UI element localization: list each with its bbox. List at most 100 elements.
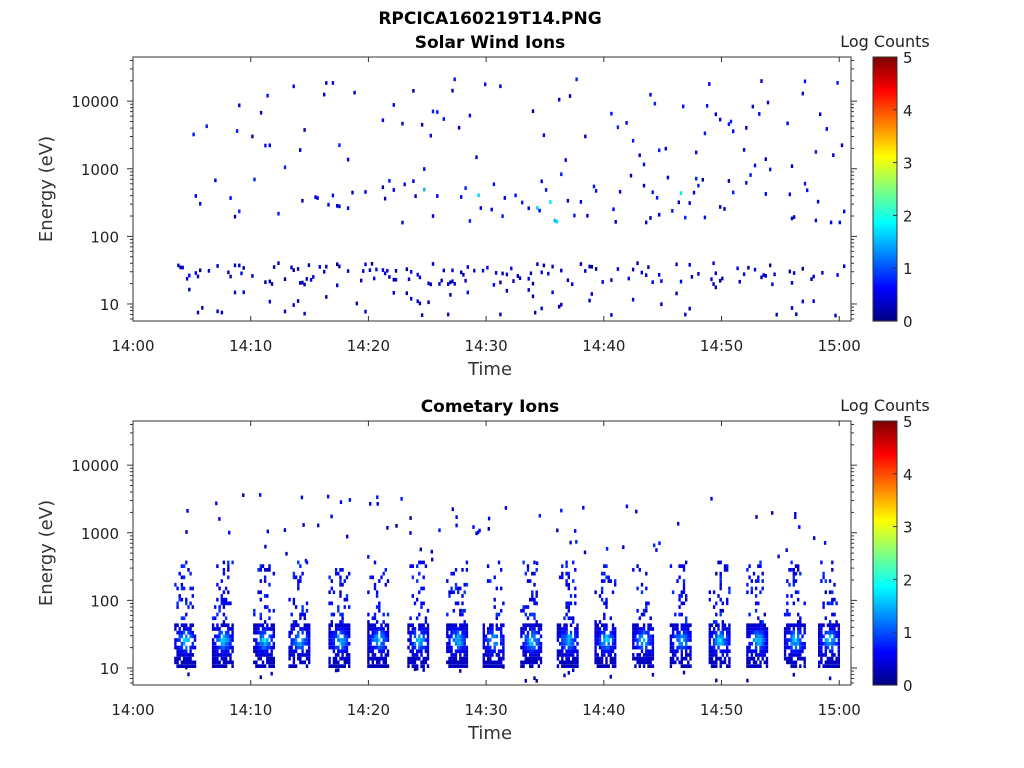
spectrogram-cell (292, 660, 296, 665)
spectrogram-cell (382, 630, 385, 635)
spectrogram-cell (272, 656, 275, 661)
spectrogram-cell (625, 121, 628, 125)
spectrogram-cell (526, 605, 530, 609)
spectrogram-cell (614, 664, 617, 668)
spectrogram-cell (645, 608, 648, 613)
spectrogram-cell (328, 575, 331, 580)
spectrogram-cell (647, 656, 650, 661)
spectrogram-cell (726, 597, 729, 602)
spectrogram-cell (522, 660, 525, 665)
spectrogram-cell (376, 502, 379, 506)
spectrogram-cell (536, 262, 539, 266)
spectrogram-cell (283, 165, 287, 170)
colorbar-segment (873, 314, 897, 318)
spectrogram-cell (486, 564, 490, 568)
spectrogram-cell (353, 90, 356, 95)
spectrogram-cell (318, 265, 321, 269)
spectrogram-cell (454, 623, 458, 628)
spectrogram-cell (642, 162, 646, 167)
spectrogram-cell (594, 656, 597, 661)
spectrogram-cell (446, 579, 449, 583)
spectrogram-cell (253, 608, 256, 613)
spectrogram-cell (685, 664, 688, 668)
spectrogram-cell (783, 630, 787, 635)
spectrogram-cell (452, 571, 455, 576)
spectrogram-cell (459, 669, 462, 673)
spectrogram-cell (600, 623, 604, 628)
spectrogram-cell (297, 641, 300, 646)
spectrogram-cell (539, 656, 543, 661)
spectrogram-cell (500, 630, 503, 635)
spectrogram-cell (218, 664, 221, 668)
spectrogram-cell (194, 271, 197, 275)
spectrogram-cell (457, 641, 460, 646)
spectrogram-cell (680, 645, 683, 650)
spectrogram-cell (222, 645, 226, 650)
spectrogram-cell (763, 630, 766, 635)
colorbar-segment (873, 423, 897, 426)
spectrogram-cell (328, 623, 331, 628)
colorbar-segment (873, 85, 897, 89)
spectrogram-cell (454, 568, 458, 572)
spectrogram-cell (605, 649, 608, 654)
spectrogram-cell (638, 653, 641, 657)
spectrogram-cell (299, 653, 302, 657)
spectrogram-cell (600, 586, 604, 591)
spectrogram-cell (386, 638, 390, 642)
spectrogram-cell (238, 209, 241, 214)
spectrogram-cell (537, 627, 541, 631)
spectrogram-cell (450, 590, 453, 595)
spectrogram-cell (180, 660, 184, 665)
spectrogram-cell (381, 268, 385, 272)
spectrogram-cell (831, 560, 834, 565)
spectrogram-cell (388, 275, 391, 279)
spectrogram-cell (723, 627, 727, 631)
spectrogram-cell (647, 630, 650, 635)
spectrogram-cell (764, 274, 767, 278)
spectrogram-cell (576, 664, 579, 668)
spectrogram-cell (463, 620, 466, 624)
spectrogram-cell (178, 634, 181, 639)
spectrogram-cell (533, 656, 536, 661)
spectrogram-cell (218, 608, 221, 613)
spectrogram-cell (216, 638, 219, 642)
spectrogram-cell (382, 649, 385, 654)
spectrogram-cell (788, 192, 791, 197)
spectrogram-cell (763, 649, 766, 654)
spectrogram-cell (603, 664, 606, 668)
spectrogram-cell (803, 641, 806, 646)
spectrogram-cell (436, 194, 439, 198)
spectrogram-cell (726, 641, 729, 646)
colorbar-segment (873, 169, 897, 172)
spectrogram-cell (522, 560, 525, 565)
spectrogram-cell (553, 218, 556, 223)
spectrogram-cell (178, 594, 181, 598)
spectrogram-cell (828, 627, 832, 631)
spectrogram-cell (603, 571, 606, 576)
spectrogram-cell (386, 268, 389, 273)
spectrogram-cell (575, 540, 578, 544)
spectrogram-cell (771, 282, 774, 287)
spectrogram-cell (484, 634, 488, 639)
spectrogram-cell (305, 649, 309, 654)
spectrogram-cell (824, 660, 827, 665)
spectrogram-cell (719, 582, 722, 587)
spectrogram-cell (529, 660, 532, 665)
spectrogram-cell (640, 656, 644, 661)
spectrogram-cell (259, 590, 262, 595)
colorbar-segment (873, 213, 897, 216)
spectrogram-cell (831, 664, 834, 668)
spectrogram-cell (565, 571, 568, 576)
spectrogram-cell (765, 649, 769, 654)
spectrogram-cell (268, 627, 271, 631)
spectrogram-cell (189, 660, 192, 665)
spectrogram-cell (292, 623, 296, 628)
spectrogram-cell (598, 634, 602, 639)
spectrogram-cell (301, 280, 304, 285)
colorbar-segment (873, 656, 897, 660)
spectrogram-cell (459, 664, 462, 668)
spectrogram-cell (370, 262, 374, 266)
spectrogram-cell (710, 630, 714, 635)
spectrogram-cell (454, 641, 458, 646)
spectrogram-cell (235, 129, 239, 133)
